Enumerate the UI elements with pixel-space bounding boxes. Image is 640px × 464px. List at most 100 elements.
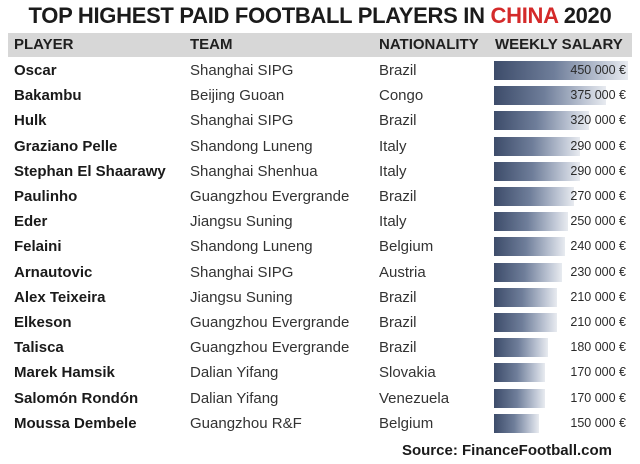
table-header: PLAYER TEAM NATIONALITY WEEKLY SALARY <box>8 33 632 57</box>
nationality-cell: Slovakia <box>379 364 436 382</box>
salary-bar <box>494 86 606 106</box>
salary-bar <box>494 287 557 307</box>
nationality-cell: Brazil <box>379 288 417 306</box>
nationality-cell: Brazil <box>379 314 417 331</box>
salary-label: 170 000 € <box>570 365 626 380</box>
salary-label: 210 000 € <box>570 315 626 329</box>
player-cell: Felaini <box>14 238 62 256</box>
salary-bar <box>494 111 590 131</box>
title-main: TOP HIGHEST PAID FOOTBALL PLAYERS IN <box>28 3 485 28</box>
player-cell: Oscar <box>14 62 57 79</box>
chart-title: TOP HIGHEST PAID FOOTBALL PLAYERS IN CHI… <box>0 2 640 30</box>
player-cell: Salomón Rondón <box>14 389 139 407</box>
salary-bar <box>494 61 628 80</box>
nationality-cell: Venezuela <box>379 389 450 407</box>
team-cell: Shandong Luneng <box>190 238 313 256</box>
team-cell: Shanghai SIPG <box>190 263 294 281</box>
nationality-cell: Brazil <box>379 188 417 205</box>
nationality-cell: Brazil <box>379 339 417 357</box>
salary-label: 250 000 € <box>570 214 626 229</box>
header-team: TEAM <box>190 36 233 53</box>
table-row: Moussa Dembele Guangzhou R&F Belgium 150 00… <box>8 411 632 436</box>
player-cell: Alex Teixeira <box>14 288 106 306</box>
salary-bar <box>494 237 566 257</box>
salary-bar <box>494 187 575 206</box>
player-cell: Paulinho <box>14 188 78 205</box>
player-cell: Graziano Pelle <box>14 137 118 155</box>
salary-bar <box>494 136 581 156</box>
salary-label: 180 000 € <box>570 340 626 355</box>
salary-label: 150 000 € <box>570 415 626 430</box>
table-row: Graziano Pelle Shandong Luneng Italy 290 00… <box>8 134 632 159</box>
table-row: Hulk Shanghai SIPG Brazil 320 000 € <box>8 108 632 133</box>
salary-bar <box>494 212 569 232</box>
salary-bar <box>494 161 581 181</box>
player-cell: Stephan El Shaarawy <box>14 162 166 180</box>
nationality-cell: Brazil <box>379 112 417 130</box>
salary-bar <box>494 363 545 383</box>
table-row: Talisca Guangzhou Evergrande Brazil 180 000… <box>8 335 632 360</box>
nationality-cell: Italy <box>379 137 407 155</box>
team-cell: Guangzhou R&F <box>190 414 302 432</box>
title-year: 2020 <box>563 3 612 28</box>
salary-label: 375 000 € <box>570 88 626 103</box>
team-cell: Jiangsu Suning <box>190 288 293 306</box>
player-cell: Moussa Dembele <box>14 414 137 432</box>
salary-label: 450 000 € <box>570 63 626 77</box>
salary-label: 210 000 € <box>570 289 626 304</box>
salary-bar <box>494 413 539 433</box>
table-row: Marek Hamsik Dalian Yifang Slovakia 170 000… <box>8 360 632 385</box>
nationality-cell: Italy <box>379 213 407 231</box>
nationality-cell: Brazil <box>379 62 417 79</box>
table-row: Arnautovic Shanghai SIPG Austria 230 000 € <box>8 260 632 285</box>
team-cell: Jiangsu Suning <box>190 213 293 231</box>
salary-label: 170 000 € <box>570 390 626 405</box>
table-row: Stephan El Shaarawy Shanghai Shenhua Italy… <box>8 159 632 184</box>
team-cell: Guangzhou Evergrande <box>190 339 350 357</box>
header-salary: WEEKLY SALARY <box>495 36 623 53</box>
nationality-cell: Austria <box>379 263 426 281</box>
player-cell: Eder <box>14 213 48 231</box>
player-cell: Marek Hamsik <box>14 364 115 382</box>
table-row: Bakambu Beijing Guoan Congo 375 000 € <box>8 83 632 108</box>
header-nationality: NATIONALITY <box>379 36 479 53</box>
title-highlight: CHINA <box>490 3 559 28</box>
team-cell: Guangzhou Evergrande <box>190 188 350 205</box>
nationality-cell: Belgium <box>379 414 434 432</box>
team-cell: Beijing Guoan <box>190 87 285 105</box>
player-cell: Bakambu <box>14 87 82 105</box>
salary-label: 290 000 € <box>570 138 626 153</box>
team-cell: Guangzhou Evergrande <box>190 314 350 331</box>
source-note: Source: FinanceFootball.com <box>401 442 612 459</box>
salary-bar <box>494 338 548 358</box>
table-row: Elkeson Guangzhou Evergrande Brazil 210 000… <box>8 310 632 335</box>
salary-label: 230 000 € <box>570 264 626 279</box>
table-row: Oscar Shanghai SIPG Brazil 450 000 € <box>8 58 632 83</box>
table-row: Salomón Rondón Dalian Yifang Venezuela 170 … <box>8 386 632 411</box>
team-cell: Shanghai SIPG <box>190 112 294 130</box>
player-cell: Arnautovic <box>14 263 93 281</box>
salary-label: 320 000 € <box>570 113 626 128</box>
team-cell: Shandong Luneng <box>190 137 313 155</box>
table-row: Paulinho Guangzhou Evergrande Brazil 270 00… <box>8 184 632 209</box>
nationality-cell: Congo <box>379 87 424 105</box>
header-player: PLAYER <box>14 36 74 53</box>
table-row: Alex Teixeira Jiangsu Suning Brazil 210 000… <box>8 285 632 310</box>
salary-bar <box>494 262 563 282</box>
salary-bar <box>494 313 557 332</box>
salary-label: 290 000 € <box>570 163 626 178</box>
table-row: Felaini Shandong Luneng Belgium 240 000 € <box>8 234 632 259</box>
player-cell: Hulk <box>14 112 47 130</box>
team-cell: Dalian Yifang <box>190 389 279 407</box>
team-cell: Shanghai SIPG <box>190 62 294 79</box>
player-cell: Elkeson <box>14 314 72 331</box>
team-cell: Dalian Yifang <box>190 364 279 382</box>
nationality-cell: Belgium <box>379 238 434 256</box>
salary-label: 240 000 € <box>570 239 626 254</box>
player-cell: Talisca <box>14 339 64 357</box>
salary-label: 270 000 € <box>570 189 626 203</box>
table-row: Eder Jiangsu Suning Italy 250 000 € <box>8 209 632 234</box>
salary-bar <box>494 388 545 408</box>
nationality-cell: Italy <box>379 162 407 180</box>
team-cell: Shanghai Shenhua <box>190 162 318 180</box>
